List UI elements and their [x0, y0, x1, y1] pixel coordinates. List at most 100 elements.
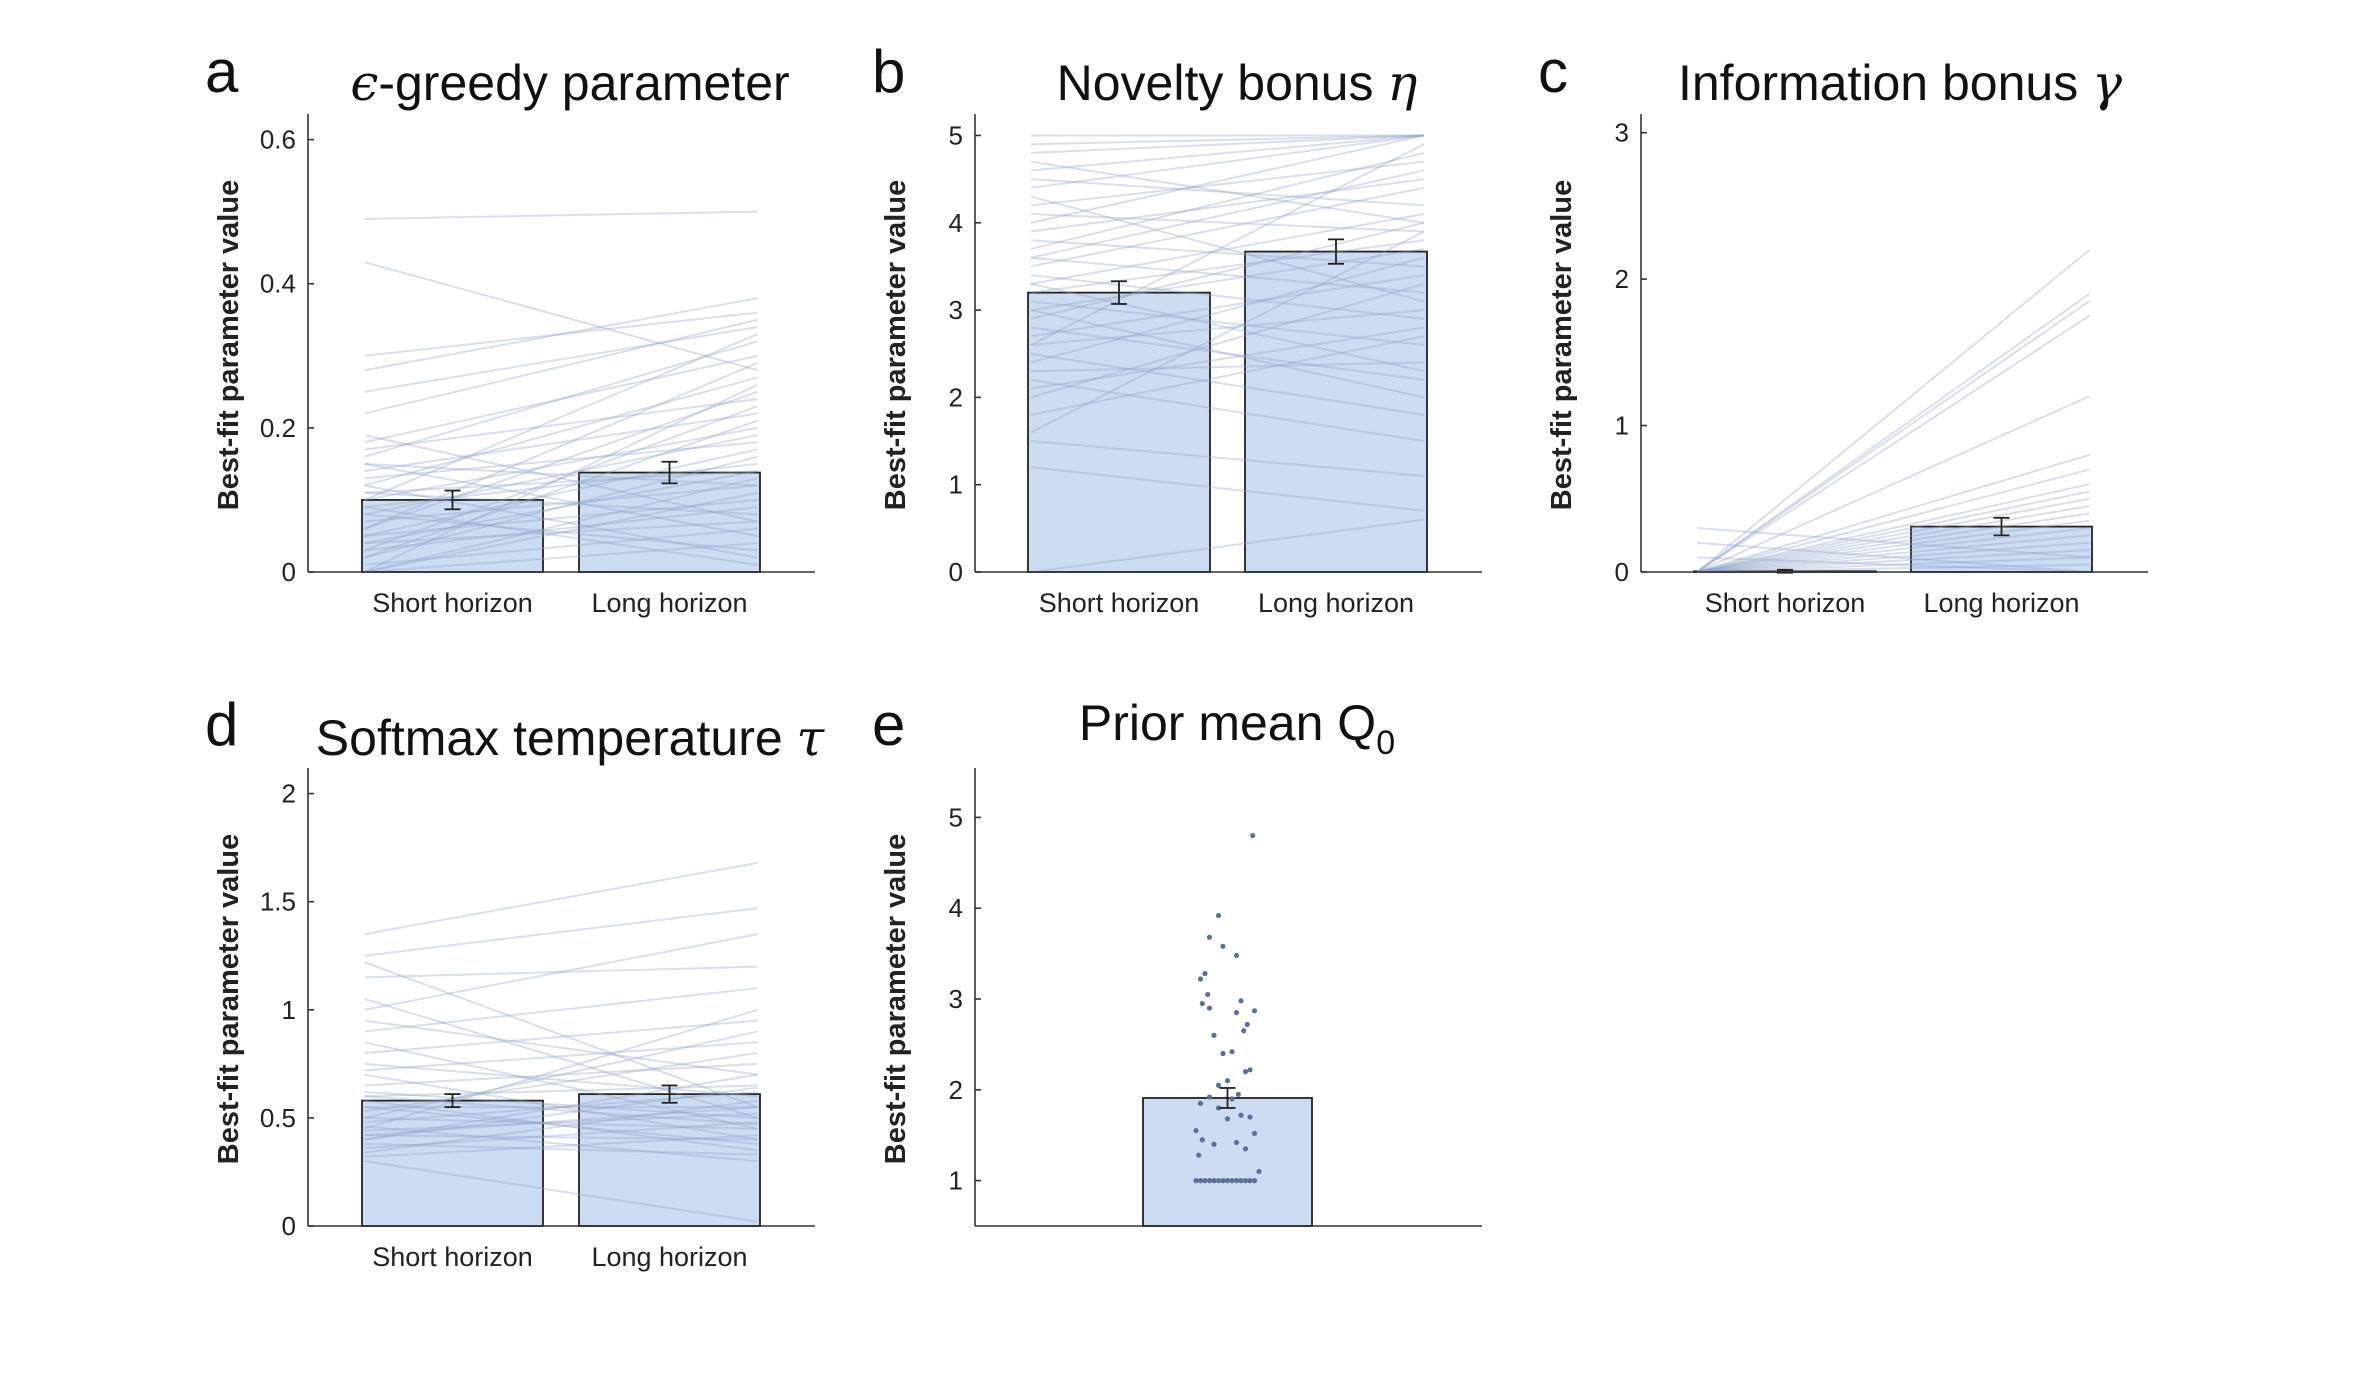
data-point: [1206, 1005, 1213, 1011]
individual-line: [364, 412, 758, 473]
individual-line: [364, 405, 758, 552]
data-point: [1224, 1178, 1231, 1184]
data-point: [1247, 1178, 1253, 1184]
individual-line: [364, 462, 758, 537]
category-label: Short horizon: [1039, 588, 1200, 618]
individual-line: [364, 933, 758, 1011]
data-point: [1244, 1021, 1250, 1028]
data-point: [1241, 1028, 1247, 1034]
individual-line: [364, 484, 758, 559]
y-tick-label: 0.2: [260, 413, 296, 443]
y-tick-label: 2: [1615, 264, 1629, 294]
y-tick-label: 0.4: [260, 269, 296, 299]
title-text: Novelty bonus: [1057, 55, 1388, 111]
individual-line: [364, 477, 758, 573]
individual-line: [364, 333, 758, 501]
individual-line: [364, 1073, 758, 1141]
individual-line: [1696, 314, 2091, 573]
individual-line: [364, 1019, 758, 1055]
individual-line: [1696, 556, 2090, 573]
bar-2: [578, 1093, 761, 1227]
individual-line: [1030, 169, 1425, 259]
individual-line: [1030, 160, 1425, 207]
individual-line: [364, 491, 758, 573]
individual-lines: [1696, 249, 2091, 573]
data-point: [1242, 1178, 1249, 1184]
y-tick-label: 3: [949, 295, 963, 325]
error-bar-2: [661, 1084, 678, 1104]
individual-line: [364, 513, 758, 552]
data-point: [1211, 1178, 1217, 1184]
individual-line: [1030, 134, 1425, 224]
data-point: [1197, 1100, 1204, 1107]
error-bar-1: [444, 1093, 461, 1108]
individual-line: [364, 362, 758, 530]
data-point: [1206, 1178, 1213, 1184]
y-tick-label: 2: [282, 779, 296, 809]
individual-line: [364, 506, 758, 566]
individual-line: [1030, 186, 1425, 268]
panel-letter: a: [205, 38, 239, 105]
data-point: [1250, 832, 1256, 839]
data-point: [1229, 1178, 1235, 1184]
category-label: Long horizon: [1258, 588, 1414, 618]
y-tick-label: 2: [949, 382, 963, 412]
bar-1: [361, 499, 544, 573]
individual-line: [1030, 361, 1425, 373]
individual-line: [364, 1121, 758, 1150]
individual-line: [364, 907, 758, 957]
y-axis-label: Best-fit parameter value: [1546, 180, 1578, 510]
y-tick-label: 4: [949, 208, 963, 238]
individual-line: [364, 419, 758, 559]
data-point: [1247, 1067, 1253, 1073]
individual-line: [364, 965, 758, 979]
individual-line: [364, 261, 758, 372]
individual-line: [1030, 326, 1425, 381]
individual-line: [364, 1099, 758, 1154]
individual-line: [1030, 352, 1425, 416]
y-tick-label: 5: [949, 802, 963, 832]
individual-line: [364, 1134, 758, 1158]
data-point: [1242, 1069, 1249, 1075]
data-point: [1233, 1178, 1240, 1184]
individual-line: [1696, 527, 2090, 573]
y-tick-label: 5: [949, 120, 963, 150]
title-symbol: η: [1387, 54, 1417, 112]
category-label: Short horizon: [372, 1242, 533, 1272]
data-point: [1233, 952, 1240, 959]
individual-line: [364, 1041, 758, 1072]
individual-line: [1696, 395, 2090, 573]
individual-line: [1030, 335, 1425, 416]
title-subscript: 0: [1376, 724, 1395, 762]
data-point: [1251, 1130, 1258, 1136]
title-text: -greedy parameter: [378, 55, 789, 111]
data-point: [1251, 1008, 1258, 1014]
data-point: [1211, 1032, 1217, 1038]
individual-line: [364, 520, 758, 545]
y-tick-label: 0.5: [260, 1103, 296, 1133]
individual-line: [1030, 256, 1425, 294]
individual-line: [1696, 505, 2090, 573]
category-label: Long horizon: [591, 1242, 747, 1272]
data-point: [1206, 1094, 1213, 1100]
data-point: [1205, 991, 1211, 998]
individual-line: [1696, 300, 2091, 573]
data-point: [1202, 970, 1208, 977]
data-point: [1233, 1139, 1240, 1146]
individual-line: [1696, 519, 2090, 573]
data-point: [1224, 1078, 1231, 1084]
panel-title: Information bonus γ: [1678, 54, 2122, 112]
individual-line: [1696, 497, 2090, 573]
error-bar-2: [1328, 238, 1344, 265]
individual-line: [364, 426, 758, 501]
individual-line: [364, 376, 758, 487]
individual-line: [364, 506, 758, 552]
y-tick-label: 1.5: [260, 887, 296, 917]
individual-line: [364, 1073, 758, 1141]
individual-line: [1030, 300, 1425, 346]
data-point: [1196, 1152, 1202, 1158]
individual-line: [364, 398, 758, 451]
individual-line: [364, 354, 758, 444]
individual-line: [364, 1062, 758, 1087]
individual-line: [1030, 230, 1425, 434]
